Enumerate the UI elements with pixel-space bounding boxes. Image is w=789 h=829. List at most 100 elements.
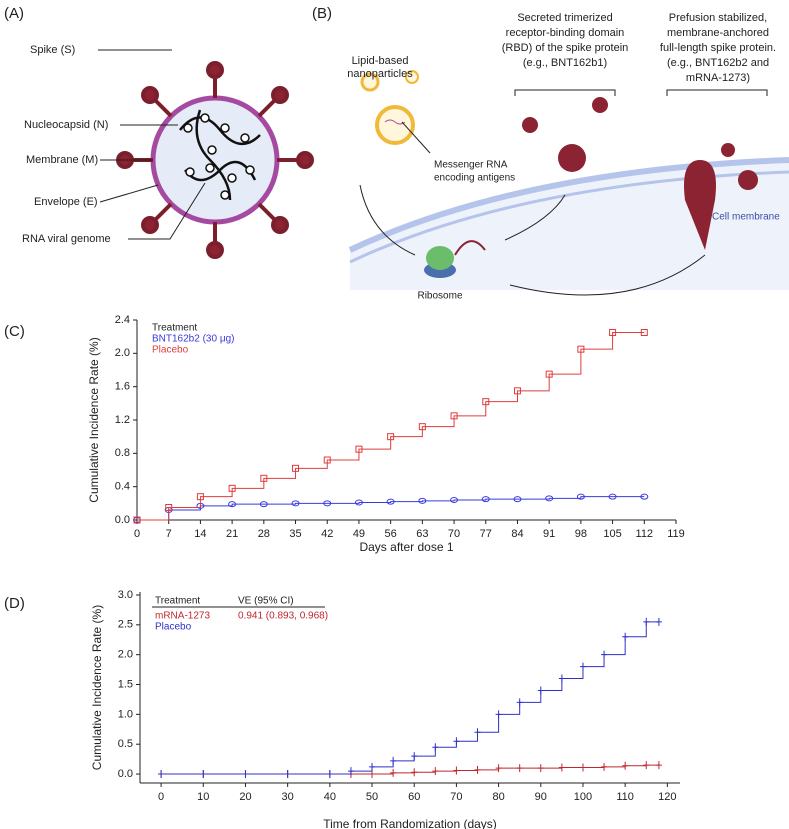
annotation: (e.g., BNT162b2 and [667,57,769,69]
marker [579,763,586,772]
x-tick-label: 40 [324,791,336,803]
marker [622,632,629,641]
y-tick-label: 0.8 [115,447,130,459]
panel-label: (C) [4,323,25,340]
x-tick-label: 20 [239,791,251,803]
marker [622,761,629,770]
marker [643,617,650,626]
marker [228,484,236,492]
marker [481,496,490,503]
x-tick-label: 42 [321,528,333,540]
marker [608,493,617,500]
y-tick-label: 0.4 [115,481,130,493]
marker [432,767,439,776]
annotation: full-length spike protein. [660,42,776,54]
marker [411,768,418,777]
y-tick-label: 1.5 [118,678,133,690]
ve-label: 0.941 (0.893, 0.968) [238,611,328,622]
legend-entry: Placebo [155,622,192,633]
x-tick-label: 63 [416,528,428,540]
marker [474,728,481,737]
y-tick-label: 2.0 [115,347,130,359]
marker [242,770,249,779]
marker [323,456,331,464]
marker [390,768,397,777]
part-label: Spike (S) [30,44,75,56]
annotation: Lipid-based [352,55,409,67]
x-tick-label: 77 [480,528,492,540]
marker [516,698,523,707]
y-tick-label: 2.0 [118,649,133,661]
y-tick-label: 0.5 [118,738,133,750]
marker [640,329,648,336]
annotation: Secreted trimerized [517,12,612,24]
y-tick-label: 2.5 [118,619,133,631]
x-tick-label: 30 [282,791,294,803]
marker [655,617,662,626]
marker [292,464,300,472]
marker [411,752,418,761]
annotation: nanoparticles [347,68,413,80]
x-tick-label: 100 [574,791,592,803]
x-tick-label: 28 [258,528,270,540]
series-line [161,621,659,775]
x-tick-label: 21 [226,528,238,540]
marker [558,763,565,772]
marker [450,412,458,420]
x-tick-label: 60 [408,791,420,803]
marker [609,329,617,336]
x-tick-label: 90 [535,791,547,803]
marker [513,387,521,395]
marker [133,516,141,524]
x-tick-label: 70 [448,528,460,540]
marker [196,493,204,501]
panel-label: (A) [4,5,24,22]
marker [643,761,650,770]
marker [432,743,439,752]
marker [640,493,649,500]
marker [418,497,427,504]
annotation: mRNA-1273) [686,72,750,84]
x-tick-label: 84 [511,528,523,540]
marker [495,764,502,773]
annotation: receptor-binding domain [506,27,625,39]
marker [453,766,460,775]
panel-label: (B) [312,5,332,22]
marker [259,501,268,508]
x-tick-label: 110 [616,791,634,803]
annotation: (RBD) of the spike protein [502,42,629,54]
x-tick-label: 98 [575,528,587,540]
marker [390,756,397,765]
marker [200,770,207,779]
legend-entry: BNT162b2 (30 μg) [152,334,234,345]
x-tick-label: 50 [366,791,378,803]
y-tick-label: 2.4 [115,314,130,326]
x-tick-label: 112 [636,528,654,540]
marker [482,398,490,406]
part-label: Nucleocapsid (N) [24,119,108,131]
x-tick-label: 0 [158,791,164,803]
marker [369,762,376,771]
marker [545,495,554,502]
marker [347,767,354,776]
y-tick-label: 1.6 [115,381,130,393]
marker [291,500,300,507]
marker [474,765,481,774]
marker [450,497,459,503]
y-tick-label: 3.0 [118,589,133,601]
marker [655,761,662,770]
part-label: Membrane (M) [26,154,98,166]
x-axis-label: Time from Randomization (days) [323,817,497,829]
x-tick-label: 80 [492,791,504,803]
annotation: Ribosome [417,291,462,302]
marker [386,498,395,505]
marker [537,686,544,695]
marker [516,764,523,773]
marker [513,496,522,503]
x-tick-label: 120 [658,791,676,803]
x-tick-label: 35 [289,528,301,540]
y-axis-label: Cumulative Incidence Rate (%) [87,337,101,502]
annotation: Cell membrane [712,212,780,223]
legend-title: Treatment [152,323,197,334]
